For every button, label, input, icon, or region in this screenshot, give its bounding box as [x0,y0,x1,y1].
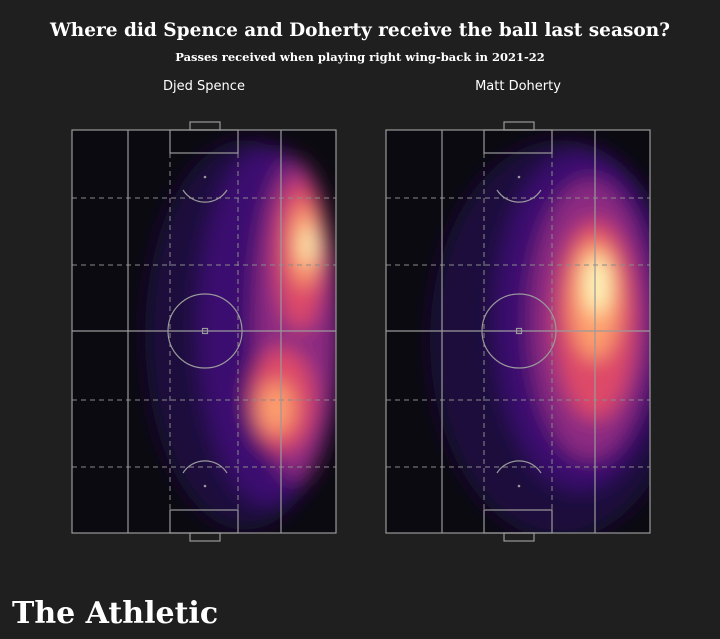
heatmap [145,140,336,530]
heatmap [430,140,650,533]
panel-label: Djed Spence [163,79,245,94]
brand: The Athletic [12,596,218,631]
panel-label: Matt Doherty [475,79,561,94]
title: Where did Spence and Doherty receive the… [49,20,670,41]
pitch-left [71,121,337,542]
subtitle: Passes received when playing right wing-… [175,50,544,64]
pitch-right [385,121,651,542]
